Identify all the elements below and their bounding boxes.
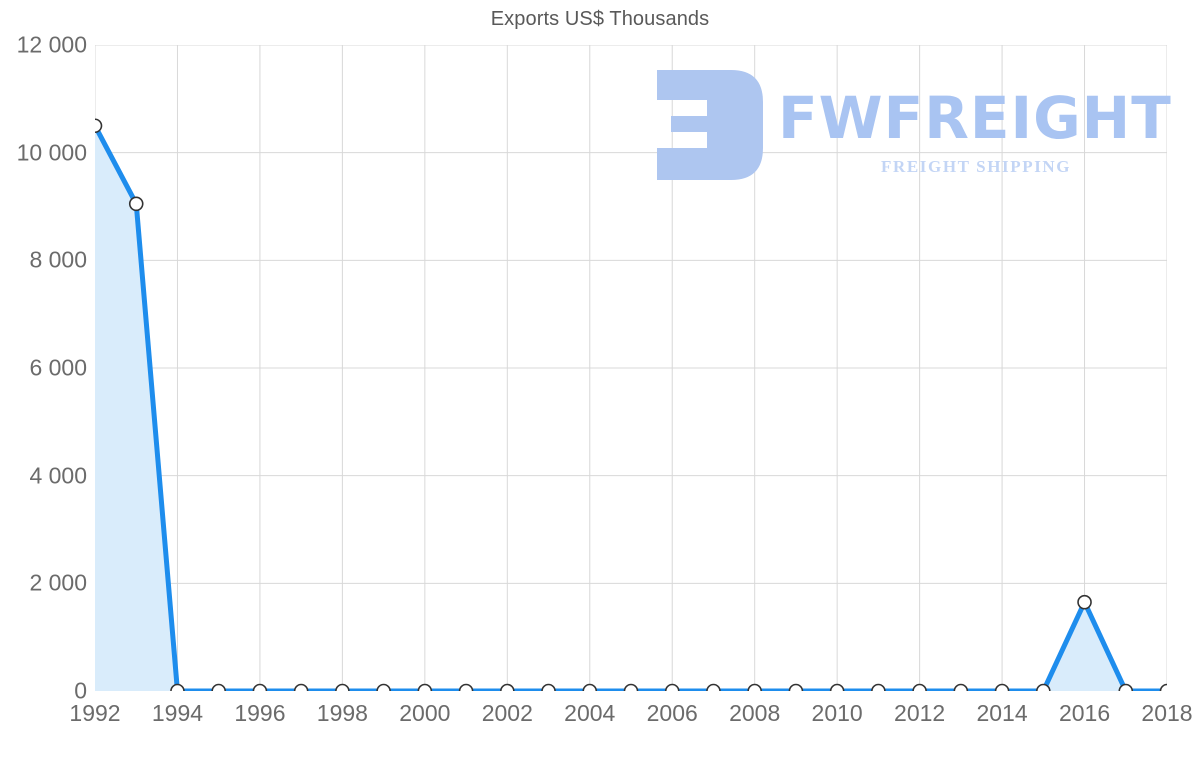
data-point-marker[interactable] — [994, 683, 1010, 692]
data-point-marker[interactable] — [376, 683, 391, 692]
y-axis-tick-label: 6 000 — [29, 354, 87, 381]
plot-area — [95, 45, 1167, 691]
data-point-marker[interactable] — [1077, 594, 1092, 610]
data-point-marker[interactable] — [252, 683, 268, 692]
x-axis-tick-label: 1998 — [316, 700, 368, 726]
y-axis-tick-label: 4 000 — [29, 462, 87, 489]
data-point-markers[interactable] — [95, 118, 1168, 692]
data-point-marker[interactable] — [871, 683, 886, 692]
data-point-marker[interactable] — [664, 683, 680, 692]
data-point-marker[interactable] — [95, 118, 103, 134]
data-point-marker[interactable] — [953, 683, 969, 692]
x-axis-tick-label: 2004 — [564, 700, 616, 726]
data-point-marker[interactable] — [293, 683, 309, 692]
data-point-marker[interactable] — [128, 196, 144, 212]
x-axis-tick-label: 1996 — [234, 700, 286, 726]
data-point-marker[interactable] — [1159, 683, 1168, 692]
x-axis-tick-label: 2014 — [976, 700, 1028, 726]
x-axis-tick-label: 2018 — [1141, 700, 1193, 726]
y-axis-tick-label: 10 000 — [16, 139, 87, 166]
series-line — [95, 123, 1167, 691]
data-point-marker[interactable] — [500, 683, 515, 692]
x-axis-tick-label: 2000 — [399, 700, 451, 726]
data-point-marker[interactable] — [829, 683, 845, 692]
x-axis-tick-label: 2008 — [729, 700, 781, 726]
x-axis-tick-label: 2002 — [481, 700, 533, 726]
data-point-marker[interactable] — [1118, 683, 1134, 692]
area-fill — [95, 125, 1167, 691]
data-point-marker[interactable] — [335, 683, 350, 692]
x-axis-tick-label: 2012 — [894, 700, 946, 726]
x-axis-tick-label: 1994 — [151, 700, 204, 726]
chart-title: Exports US$ Thousands — [490, 8, 710, 30]
y-axis-tick-label: 12 000 — [16, 31, 87, 58]
data-point-marker[interactable] — [912, 683, 927, 692]
data-point-marker[interactable] — [170, 683, 185, 692]
x-axis-tick-label: 1992 — [69, 700, 121, 726]
chart-plot-svg — [95, 45, 1167, 691]
y-axis-tick-label: 8 000 — [29, 246, 87, 273]
x-axis-tick-label: 2006 — [646, 700, 698, 726]
data-point-marker[interactable] — [788, 683, 804, 692]
x-axis-tick-label: 2016 — [1058, 700, 1111, 726]
data-point-marker[interactable] — [582, 683, 598, 692]
data-point-marker[interactable] — [211, 683, 226, 692]
data-point-marker[interactable] — [1036, 683, 1051, 692]
data-point-marker[interactable] — [417, 683, 433, 692]
data-point-marker[interactable] — [458, 683, 474, 692]
gridlines — [95, 45, 1167, 691]
y-axis-tick-label: 0 — [74, 677, 87, 704]
data-point-marker[interactable] — [623, 683, 639, 692]
data-point-marker[interactable] — [541, 683, 556, 692]
x-axis-tick-label: 2010 — [811, 700, 863, 726]
data-point-marker[interactable] — [747, 683, 762, 692]
data-point-marker[interactable] — [706, 683, 721, 692]
y-axis-tick-label: 2 000 — [29, 569, 87, 596]
